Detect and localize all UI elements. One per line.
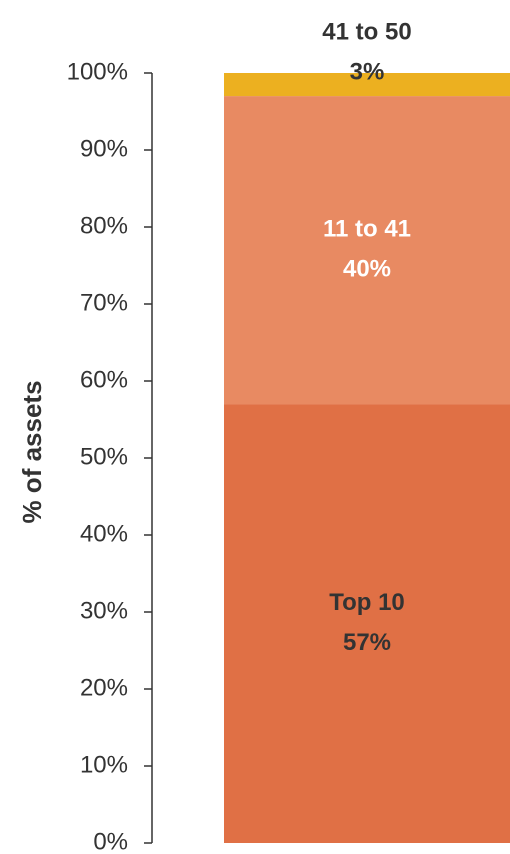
- y-tick-label: 40%: [80, 520, 128, 547]
- segment-name: Top 10: [329, 589, 405, 616]
- y-tick-label: 80%: [80, 212, 128, 239]
- y-axis-title: % of assets: [17, 380, 47, 523]
- y-tick-label: 20%: [80, 674, 128, 701]
- y-tick-label: 70%: [80, 289, 128, 316]
- bar-segment: [224, 96, 510, 405]
- value-label: 57%: [343, 629, 391, 656]
- y-tick-label: 60%: [80, 366, 128, 393]
- value-label: 3%: [350, 58, 385, 85]
- y-tick-label: 90%: [80, 135, 128, 162]
- y-tick-label: 30%: [80, 597, 128, 624]
- y-tick-label: 10%: [80, 751, 128, 778]
- y-tick-label: 50%: [80, 443, 128, 470]
- value-label: 40%: [343, 255, 391, 282]
- bar-segment: [224, 404, 510, 843]
- y-tick-label: 100%: [67, 58, 128, 85]
- bar-segment: [224, 73, 510, 97]
- y-tick-label: 0%: [93, 828, 128, 854]
- segment-name: 41 to 50: [322, 18, 411, 45]
- segment-name: 11 to 41: [323, 215, 411, 242]
